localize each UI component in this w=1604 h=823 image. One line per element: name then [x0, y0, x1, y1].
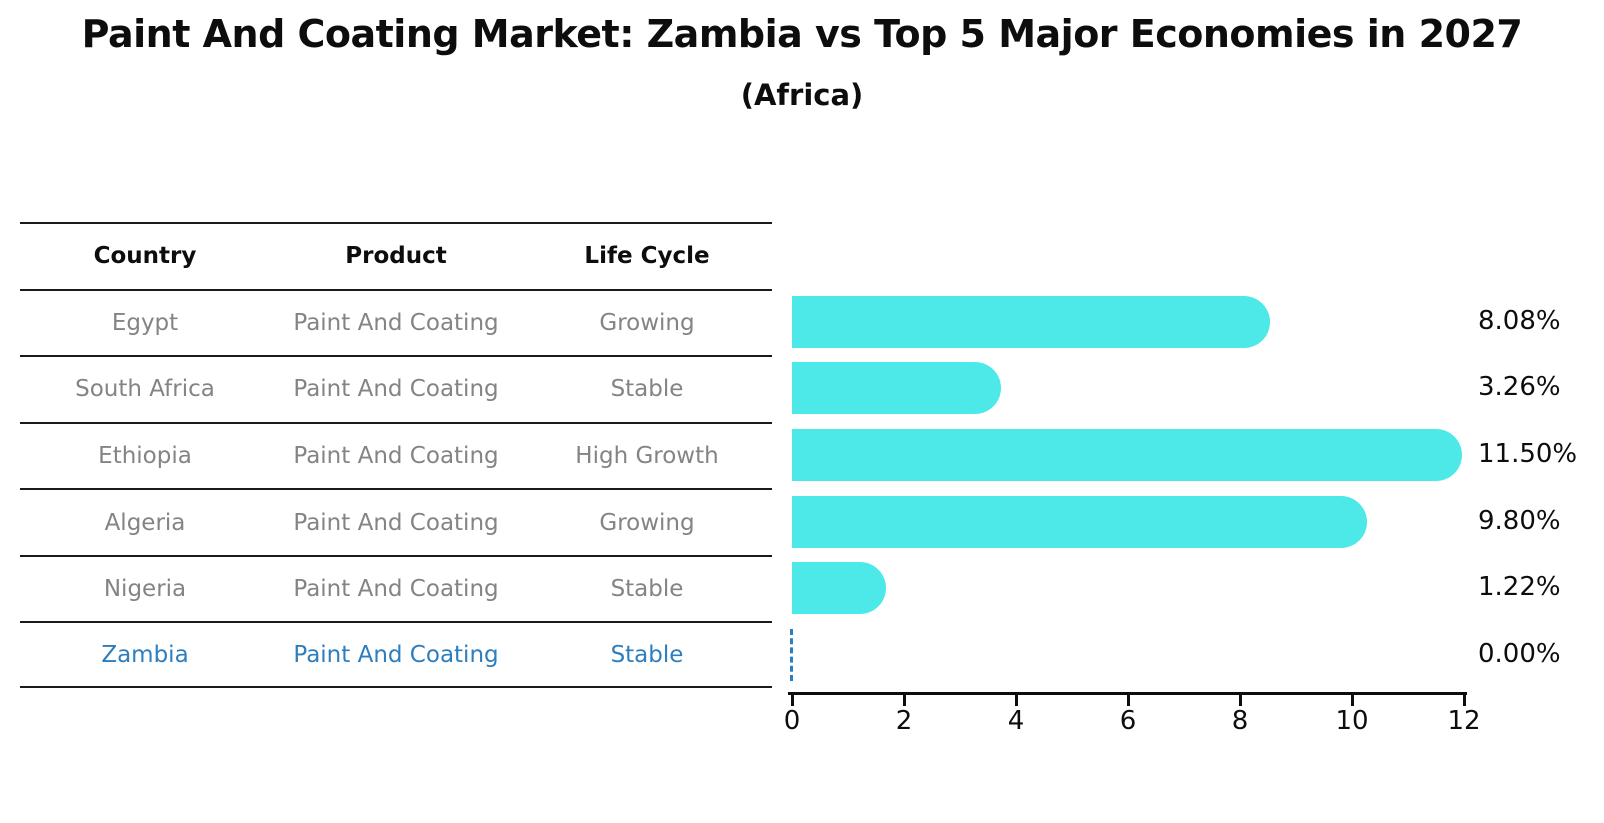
x-axis-tick [1350, 692, 1354, 706]
value-label-ethiopia: 11.50% [1478, 439, 1578, 469]
value-label-egypt: 8.08% [1478, 305, 1561, 336]
x-axis-tick [1014, 692, 1018, 706]
table-header-row: Country Product Life Cycle [20, 222, 772, 289]
cell-country: Ethiopia [98, 442, 192, 469]
cell-product: Paint And Coating [293, 576, 499, 603]
cell-country: Nigeria [103, 576, 187, 603]
cell-life-cycle: Growing [599, 309, 695, 336]
cell-life-cycle: Stable [610, 576, 684, 603]
chart-subtitle: (Africa) [740, 78, 864, 112]
table-row: Ethiopia Paint And Coating High Growth [20, 421, 772, 489]
cell-life-cycle: Growing [599, 509, 695, 536]
x-axis-tick [902, 692, 906, 706]
cell-life-cycle: Stable [610, 376, 684, 403]
bar-egypt [792, 295, 1271, 348]
cell-product: Paint And Coating [293, 641, 499, 668]
cell-product: Paint And Coating [293, 309, 499, 336]
x-axis-tick-label: 0 [783, 706, 801, 736]
cell-country: Zambia [101, 641, 189, 668]
x-axis-tick-label: 10 [1335, 706, 1369, 736]
table-header-country: Country [93, 243, 197, 270]
cell-life-cycle: High Growth [575, 442, 719, 469]
cell-product: Paint And Coating [293, 376, 499, 403]
x-axis-tick [1126, 692, 1130, 706]
table-header-life-cycle: Life Cycle [584, 243, 710, 270]
x-axis-tick [1238, 692, 1242, 706]
value-label-algeria: 9.80% [1478, 505, 1561, 536]
bar-nigeria [792, 562, 887, 615]
value-label-zambia: 0.00% [1478, 638, 1561, 669]
value-label-south-africa: 3.26% [1478, 372, 1561, 403]
cell-country: Egypt [111, 309, 179, 336]
x-axis-tick-label: 6 [1119, 706, 1137, 736]
table-row: Algeria Paint And Coating Growing [20, 488, 772, 555]
bar-south-africa [792, 362, 1001, 415]
table-row: Nigeria Paint And Coating Stable [20, 554, 772, 622]
x-axis-tick-label: 2 [895, 706, 913, 736]
table-row: Zambia Paint And Coating Stable [20, 621, 772, 688]
zero-value-line-zambia [790, 628, 793, 681]
cell-country: Algeria [104, 509, 186, 536]
x-axis-tick-label: 4 [1007, 706, 1025, 736]
x-axis-tick-label: 12 [1447, 706, 1481, 736]
chart-title: Paint And Coating Market: Zambia vs Top … [81, 12, 1523, 56]
cell-life-cycle: Stable [610, 641, 684, 668]
x-axis-tick [1462, 692, 1466, 706]
x-axis-tick [790, 692, 794, 706]
bar-ethiopia [792, 429, 1462, 481]
bar-algeria [792, 495, 1367, 548]
table-row: South Africa Paint And Coating Stable [20, 355, 772, 422]
table-row: Egypt Paint And Coating Growing [20, 288, 772, 356]
x-axis-tick-label: 8 [1231, 706, 1249, 736]
cell-country: South Africa [75, 376, 215, 403]
cell-product: Paint And Coating [293, 509, 499, 536]
value-label-nigeria: 1.22% [1478, 572, 1561, 603]
cell-product: Paint And Coating [293, 442, 499, 469]
table-header-product: Product [345, 243, 447, 270]
